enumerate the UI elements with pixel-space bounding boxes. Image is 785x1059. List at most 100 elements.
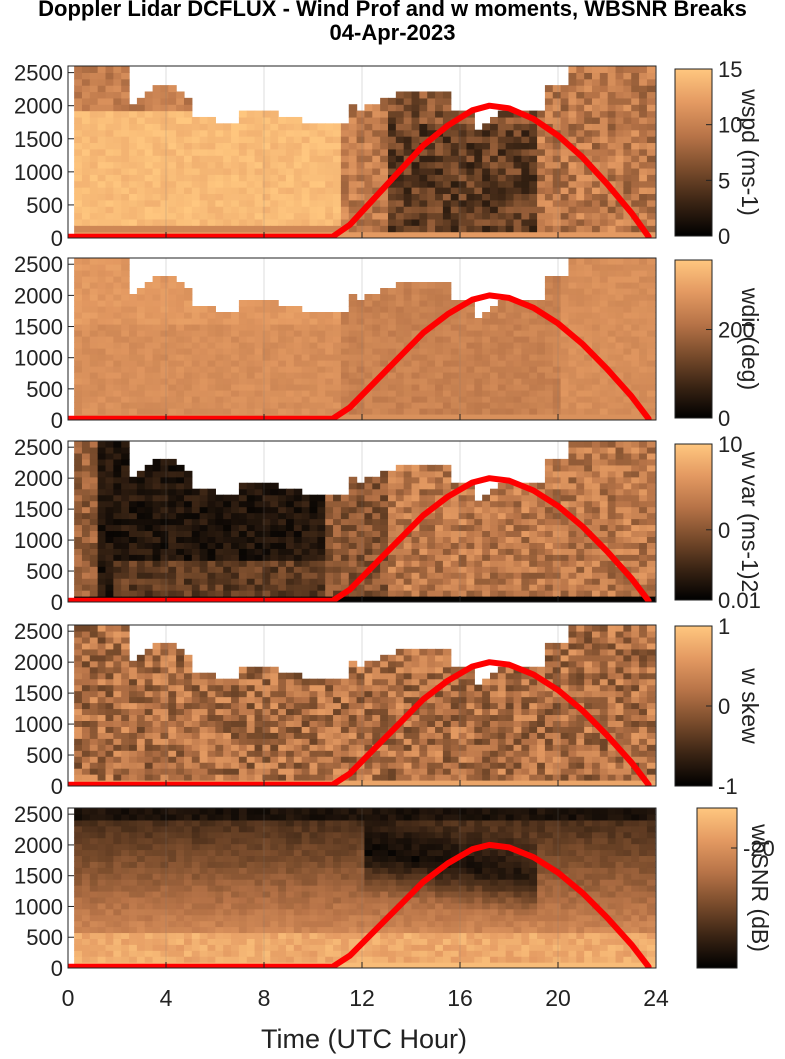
heatmap-cell [89,66,99,73]
heatmap-cell [576,330,585,337]
heatmap-cell [380,300,389,307]
heatmap-cell [238,161,248,169]
heatmap-cell [387,578,397,585]
heatmap-cell [639,446,648,454]
heatmap-cell [340,536,350,543]
heatmap-cell [427,464,436,472]
heatmap-cell [599,300,609,307]
heatmap-cell [191,518,201,526]
heatmap-cell [615,470,624,478]
heatmap-cell [592,378,601,385]
heatmap-cell [607,452,617,460]
heatmap-cell [89,276,99,283]
heatmap-cell [81,396,91,403]
heatmap-cell [387,506,397,514]
heatmap-cell [521,560,530,567]
heatmap-cell [490,206,499,214]
heatmap-cell [348,294,358,301]
heatmap-cell [183,408,193,415]
heatmap-cell [419,148,428,156]
heatmap-cell [144,155,154,163]
heatmap-cell [450,312,460,319]
heatmap-cell [364,155,373,163]
heatmap-cell [380,572,389,579]
heatmap-cell [482,590,491,597]
heatmap-cell [309,174,318,182]
heatmap-cell [105,578,114,585]
heatmap-cell [387,206,397,214]
heatmap-cell [427,161,436,169]
heatmap-cell [254,366,264,373]
heatmap-cell [576,384,585,391]
heatmap-cell [74,384,83,391]
heatmap-cell [450,360,460,367]
heatmap-cell [419,193,428,201]
heatmap-cell [380,506,389,514]
heatmap-cell [466,116,475,124]
heatmap-cell [176,390,185,397]
heatmap-cell [395,136,405,144]
heatmap-cell [482,512,491,520]
heatmap-cell [160,324,169,331]
heatmap-cell [497,542,507,549]
heatmap-cell [568,360,577,367]
heatmap-cell [615,500,624,508]
heatmap-cell [81,174,91,182]
heatmap-cell [584,155,593,163]
heatmap-cell [231,390,240,397]
heatmap-cell [380,530,389,537]
heatmap-cell [529,548,538,555]
heatmap-cell [607,136,617,144]
heatmap-cell [105,512,114,520]
heatmap-cell [254,110,264,118]
heatmap-cell [348,136,358,144]
heatmap-cell [427,488,436,496]
heatmap-cell [576,548,585,555]
heatmap-cell [458,494,468,502]
heatmap-cell [160,85,169,93]
heatmap-cell [521,212,530,220]
heatmap-cell [623,542,632,549]
heatmap-cell [293,318,303,325]
heatmap-cell [348,225,358,233]
heatmap-cell [490,500,499,508]
heatmap-cell [513,372,522,379]
heatmap-cell [176,312,185,319]
heatmap-cell [458,390,468,397]
heatmap-cell [427,366,436,373]
heatmap-cell [81,142,91,150]
heatmap-cell [246,512,256,520]
heatmap-cell [191,199,201,207]
heatmap-cell [121,572,130,579]
heatmap-cell [411,476,420,484]
heatmap-cell [380,384,389,391]
heatmap-cell [340,187,350,195]
heatmap-cell [136,318,146,325]
heatmap-cell [521,566,530,573]
heatmap-cell [599,414,609,420]
heatmap-cell [458,396,468,403]
y-tick-label: 500 [26,193,63,218]
heatmap-cell [372,384,381,391]
heatmap-cell [89,572,99,579]
heatmap-cell [615,414,624,420]
heatmap-cell [372,512,381,520]
heatmap-cell [584,372,593,379]
heatmap-cell [482,231,491,238]
heatmap-cell [254,225,264,233]
heatmap-cell [325,390,334,397]
heatmap-cell [497,488,507,496]
heatmap-cell [231,136,240,144]
heatmap-cell [113,500,122,508]
heatmap-cell [466,518,475,526]
heatmap-cell [450,524,460,532]
heatmap-cell [81,390,91,397]
heatmap-cell [246,110,256,118]
heatmap-cell [639,148,648,156]
heatmap-cell [380,578,389,585]
heatmap-cell [607,441,617,448]
heatmap-cell [168,218,177,226]
heatmap-cell [513,578,522,585]
heatmap-cell [105,494,114,502]
heatmap-cell [623,482,632,490]
